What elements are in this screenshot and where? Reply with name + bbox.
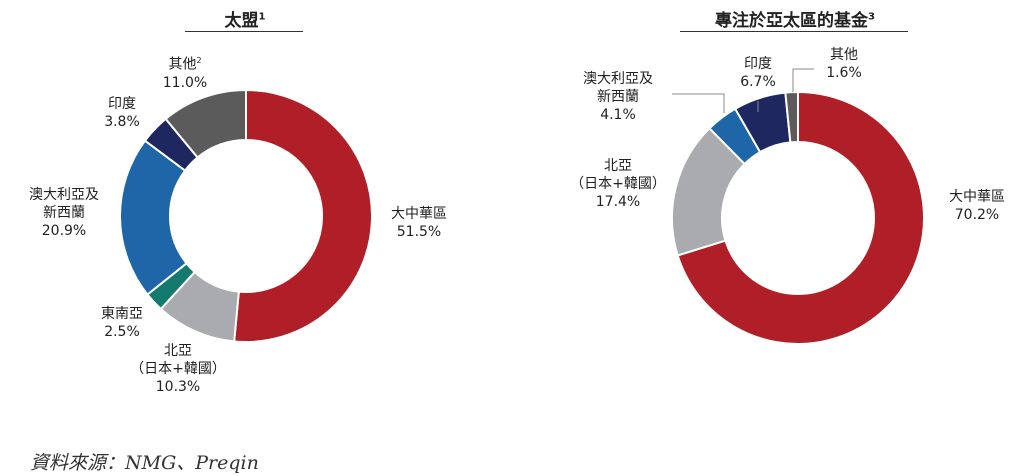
- leader-line-other-right: [792, 68, 814, 92]
- left-label-other-name-line: 其他2: [150, 52, 220, 74]
- leader-lines: [672, 68, 814, 113]
- left-label-anz: 澳大利亞及 新西蘭 20.9%: [14, 186, 114, 240]
- right-label-other: 其他 1.6%: [814, 46, 874, 82]
- right-label-greater-china-value: 70.2%: [954, 207, 1000, 223]
- left-label-india-value: 3.8%: [104, 114, 140, 130]
- right-label-other-value: 1.6%: [826, 65, 862, 81]
- right-donut: [671, 90, 925, 345]
- left-chart-title: 太盟1: [205, 6, 285, 31]
- right-label-greater-china: 大中華區 70.2%: [932, 188, 1022, 224]
- left-title-rule: [185, 31, 303, 32]
- right-label-other-name: 其他: [830, 47, 858, 63]
- left-donut-slice-5: [164, 88, 247, 159]
- right-donut-slice-4: [784, 90, 799, 144]
- right-label-north-asia-value: 17.4%: [595, 194, 641, 210]
- right-label-north-asia: 北亞 （日本+韓國） 17.4%: [558, 157, 678, 211]
- right-chart-title-note: 3: [868, 11, 875, 23]
- left-label-other: 其他2 11.0%: [150, 52, 220, 92]
- left-label-greater-china: 大中華區 51.5%: [374, 205, 464, 241]
- left-donut-slice-0: [233, 88, 373, 343]
- left-label-greater-china-value: 51.5%: [396, 224, 442, 240]
- left-label-north-asia-value: 10.3%: [155, 379, 201, 395]
- left-donut: [119, 88, 373, 343]
- left-chart-title-note: 1: [258, 11, 266, 23]
- right-label-anz-name2: 新西蘭: [597, 89, 639, 105]
- left-label-anz-value: 20.9%: [41, 223, 87, 239]
- right-label-north-asia-name: 北亞: [604, 158, 632, 174]
- right-label-anz-name: 澳大利亞及: [583, 71, 653, 87]
- right-chart-title-text: 專注於亞太區的基金: [715, 11, 869, 31]
- source-note: 資料來源：NMG、Preqin: [30, 452, 259, 474]
- right-chart-title: 專注於亞太區的基金3: [660, 6, 930, 31]
- left-label-other-name: 其他: [168, 56, 197, 73]
- left-label-southeast-asia: 東南亞 2.5%: [92, 305, 152, 341]
- left-label-india-name: 印度: [108, 96, 136, 112]
- left-label-other-note: 2: [196, 56, 202, 65]
- left-label-anz-name: 澳大利亞及: [29, 187, 99, 203]
- right-title-rule: [680, 31, 908, 32]
- right-label-india: 印度 6.7%: [728, 55, 788, 91]
- right-label-anz-value: 4.1%: [600, 107, 636, 123]
- left-label-other-value: 11.0%: [162, 74, 208, 91]
- left-label-india: 印度 3.8%: [92, 95, 152, 131]
- left-label-anz-name2: 新西蘭: [43, 205, 85, 221]
- right-label-anz: 澳大利亞及 新西蘭 4.1%: [568, 70, 668, 124]
- left-label-southeast-asia-name: 東南亞: [101, 306, 143, 322]
- right-label-greater-china-name: 大中華區: [949, 189, 1005, 205]
- right-label-india-value: 6.7%: [740, 74, 776, 90]
- right-label-india-name: 印度: [744, 56, 772, 72]
- right-donut-slice-0: [676, 90, 925, 345]
- left-label-north-asia-name: 北亞: [164, 343, 192, 359]
- left-label-north-asia-sub: （日本+韓國）: [130, 361, 226, 377]
- leader-line-anz-right: [672, 93, 725, 113]
- right-label-north-asia-sub: （日本+韓國）: [570, 176, 666, 192]
- left-chart-title-text: 太盟: [224, 11, 259, 31]
- left-label-greater-china-name: 大中華區: [391, 206, 447, 222]
- left-label-southeast-asia-value: 2.5%: [104, 324, 140, 340]
- left-label-north-asia: 北亞 （日本+韓國） 10.3%: [118, 342, 238, 396]
